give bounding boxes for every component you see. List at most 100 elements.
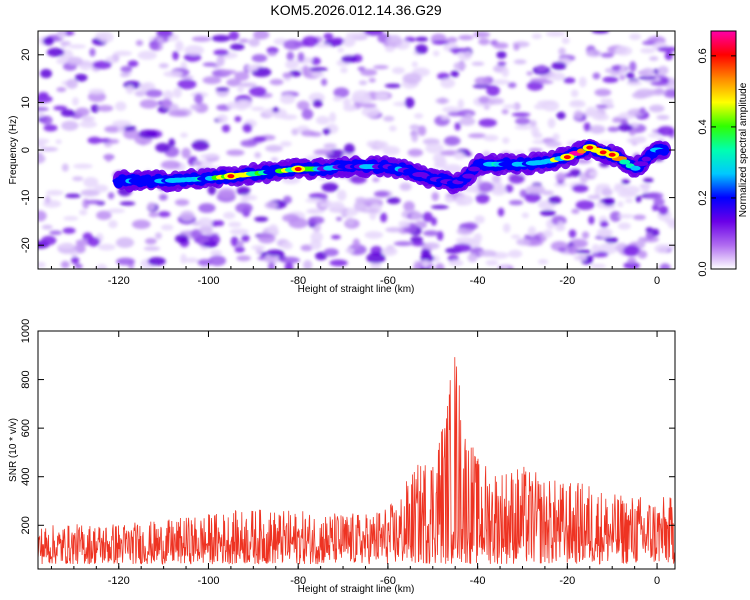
noise-blob xyxy=(239,99,253,109)
noise-blob xyxy=(237,82,257,88)
noise-blob xyxy=(556,111,566,120)
noise-blob xyxy=(202,62,218,67)
noise-blob xyxy=(454,122,461,131)
noise-blob xyxy=(486,85,500,97)
noise-blob xyxy=(341,55,358,63)
noise-blob xyxy=(435,263,445,269)
noise-blob xyxy=(158,211,171,218)
snr-xtick-label: -100 xyxy=(197,575,219,587)
noise-blob xyxy=(216,55,225,67)
noise-blob xyxy=(251,245,266,251)
noise-blob xyxy=(587,195,601,200)
noise-blob xyxy=(602,76,619,83)
noise-blob xyxy=(202,76,222,85)
noise-blob xyxy=(516,238,531,246)
noise-blob xyxy=(478,250,497,257)
noise-blob xyxy=(431,192,440,201)
noise-blob xyxy=(56,87,67,93)
noise-blob xyxy=(492,79,510,85)
noise-blob xyxy=(63,216,79,221)
noise-blob xyxy=(242,123,253,133)
noise-blob xyxy=(254,152,262,159)
noise-blob xyxy=(581,231,590,239)
noise-blob xyxy=(368,77,376,83)
ridge-core xyxy=(630,165,641,171)
noise-blob xyxy=(646,89,667,96)
noise-blob xyxy=(57,31,67,39)
noise-blob xyxy=(590,263,606,269)
noise-blob xyxy=(145,89,163,98)
noise-blob xyxy=(55,139,62,145)
noise-blob xyxy=(437,72,450,80)
noise-blob xyxy=(558,47,566,56)
noise-blob xyxy=(252,136,267,143)
noise-blob xyxy=(360,103,377,108)
noise-blob xyxy=(87,91,107,102)
noise-blob xyxy=(139,99,159,109)
noise-blob xyxy=(583,122,591,132)
noise-blob xyxy=(92,60,112,70)
noise-blob xyxy=(286,51,295,62)
noise-blob xyxy=(310,57,321,65)
noise-blob xyxy=(557,221,565,231)
noise-blob xyxy=(203,241,218,248)
noise-blob xyxy=(251,54,268,63)
colorbar-frame xyxy=(710,30,737,270)
noise-blob xyxy=(398,220,411,228)
noise-blob xyxy=(614,46,633,56)
noise-blob xyxy=(160,160,181,170)
noise-blob xyxy=(564,173,573,178)
noise-blob xyxy=(453,243,472,252)
noise-blob xyxy=(190,104,200,111)
noise-blob xyxy=(207,184,217,195)
noise-blob xyxy=(573,254,588,262)
noise-blob xyxy=(158,193,168,201)
noise-blob xyxy=(589,124,606,134)
noise-blob xyxy=(622,185,641,195)
noise-blob xyxy=(538,79,554,85)
noise-blob xyxy=(514,125,533,130)
noise-blob xyxy=(138,129,158,139)
noise-blob xyxy=(601,188,613,197)
noise-blob xyxy=(497,207,505,217)
noise-blob xyxy=(531,33,542,40)
noise-blob xyxy=(440,78,456,89)
noise-blob xyxy=(444,195,454,203)
noise-blob xyxy=(568,229,577,239)
noise-blob xyxy=(197,217,213,227)
noise-blob xyxy=(213,49,229,56)
snr-frame xyxy=(37,330,676,570)
noise-blob xyxy=(174,234,189,244)
noise-blob xyxy=(382,146,401,156)
noise-blob xyxy=(617,222,631,230)
noise-blob xyxy=(56,57,70,65)
noise-blob xyxy=(329,259,348,267)
noise-blob xyxy=(633,135,647,143)
noise-blob xyxy=(168,110,189,117)
noise-blob xyxy=(234,71,250,81)
noise-blob xyxy=(513,43,520,51)
noise-blob xyxy=(585,106,597,116)
noise-blob xyxy=(308,216,325,225)
noise-blob xyxy=(332,96,343,102)
noise-blob xyxy=(399,182,412,191)
noise-blob xyxy=(388,125,397,132)
noise-blob xyxy=(343,104,357,112)
noise-blob xyxy=(641,67,655,77)
noise-blob xyxy=(370,261,382,269)
noise-blob xyxy=(264,201,278,209)
noise-blob xyxy=(308,67,328,72)
noise-blob xyxy=(337,47,344,53)
noise-blob xyxy=(342,98,351,107)
noise-blob xyxy=(525,184,546,195)
noise-blob xyxy=(125,85,135,95)
spec-xtick-label: -40 xyxy=(470,275,486,287)
noise-blob xyxy=(336,189,347,201)
noise-blob xyxy=(74,263,83,269)
noise-blob xyxy=(511,112,531,117)
noise-blob xyxy=(280,114,298,120)
noise-blob xyxy=(120,65,133,73)
noise-blob xyxy=(411,61,418,68)
noise-blob xyxy=(96,210,112,221)
noise-blob xyxy=(352,238,361,250)
